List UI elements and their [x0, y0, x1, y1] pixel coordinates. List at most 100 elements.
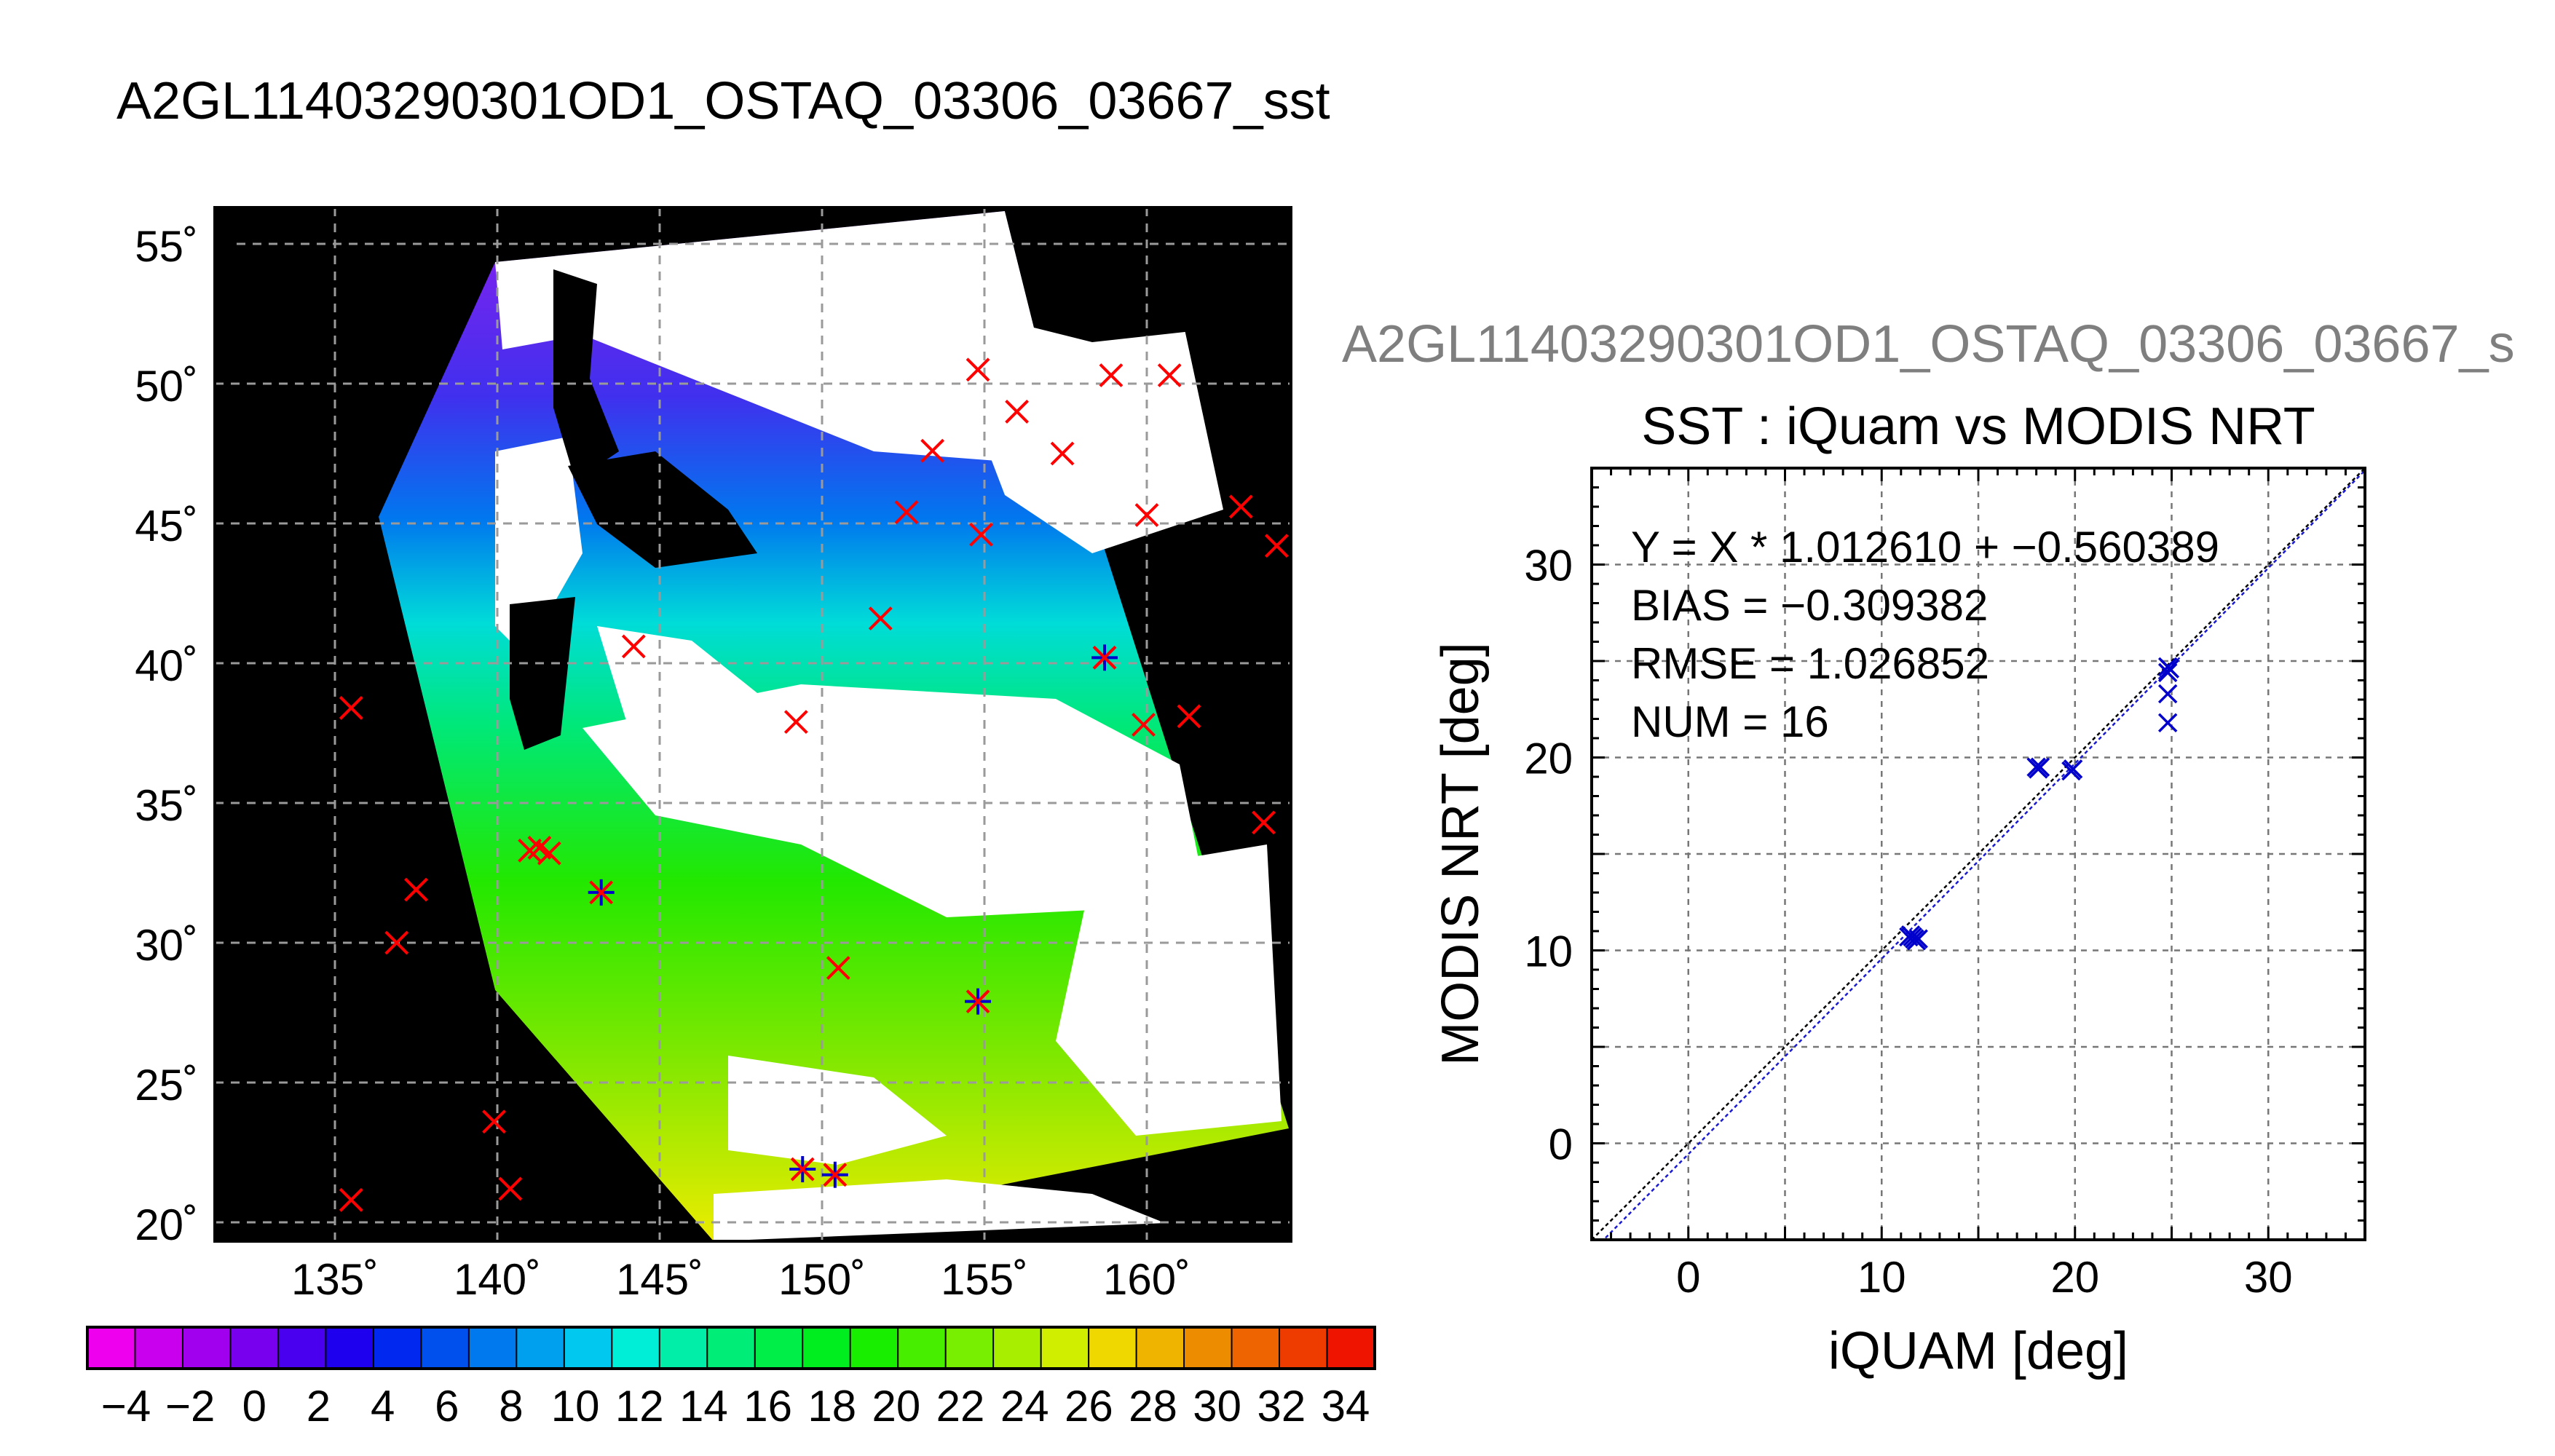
map-gridlines — [215, 207, 1291, 1241]
observation-marker — [965, 357, 990, 382]
lon-label: 140˚ — [454, 1255, 541, 1304]
colorbar-label: 8 — [499, 1382, 523, 1431]
colorbar-cell — [659, 1327, 708, 1369]
colorbar-label: −2 — [165, 1382, 215, 1431]
colorbar-label: 22 — [936, 1382, 985, 1431]
observation-marker — [1005, 399, 1030, 424]
colorbar-label: 2 — [307, 1382, 331, 1431]
colorbar-cell — [1327, 1327, 1375, 1369]
observation-marker — [621, 634, 646, 659]
colorbar-cell — [1279, 1327, 1328, 1369]
colorbar-label: 0 — [242, 1382, 266, 1431]
lon-label: 155˚ — [941, 1255, 1028, 1304]
colorbar-cell — [802, 1327, 851, 1369]
colorbar-cell — [754, 1327, 804, 1369]
lon-label: 150˚ — [778, 1255, 866, 1304]
colorbar-label: 24 — [1000, 1382, 1049, 1431]
stat-annotation: NUM = 16 — [1631, 697, 1829, 746]
observation-marker — [1264, 534, 1289, 558]
lon-label: 145˚ — [616, 1255, 703, 1304]
lat-label: 35˚ — [135, 781, 198, 830]
colorbar-label: 28 — [1129, 1382, 1177, 1431]
colorbar-label: −4 — [101, 1382, 151, 1431]
scatter-point — [2063, 759, 2083, 779]
colorbar-label: 32 — [1257, 1382, 1306, 1431]
colorbar-label: 20 — [872, 1382, 921, 1431]
lat-label: 25˚ — [135, 1061, 198, 1109]
map-markers — [339, 357, 1289, 1212]
observation-marker — [826, 956, 850, 980]
lat-label: 45˚ — [135, 502, 198, 550]
y-axis-label: MODIS NRT [deg] — [1431, 642, 1490, 1066]
sst-map: 55˚ 50˚ 45˚ 40˚ 35˚ 30˚ 25˚ 20˚ 135˚ 140˚ 145˚ 150… — [135, 206, 1292, 1304]
colorbar-labels: −4 −2 0 2 4 6 8 10 12 14 16 18 20 22 24 26 28 30 32 34 — [101, 1382, 1370, 1431]
scatter-point — [2157, 662, 2178, 683]
colorbar-cell — [993, 1327, 1042, 1369]
lon-label: 160˚ — [1103, 1255, 1190, 1304]
observation-marker — [498, 1176, 523, 1201]
colorbar-cell — [87, 1327, 136, 1369]
colorbar-cell — [898, 1327, 947, 1369]
x-axis-label: iQUAM [deg] — [1828, 1322, 2128, 1380]
colorbar-label: 16 — [743, 1382, 792, 1431]
x-tick-label: 30 — [2244, 1253, 2293, 1302]
colorbar-label: 30 — [1193, 1382, 1241, 1431]
x-tick-label: 20 — [2050, 1253, 2099, 1302]
colorbar-frame — [86, 1326, 1376, 1370]
scatter-title: SST : iQuam vs MODIS NRT — [1641, 397, 2315, 456]
longitude-labels: 135˚ 140˚ 145˚ 150˚ 155˚ 160˚ — [291, 1255, 1190, 1304]
colorbar-cell — [1136, 1327, 1185, 1369]
colorbar-label: 10 — [551, 1382, 600, 1431]
colorbar-cell — [707, 1327, 756, 1369]
colorbar-cells — [87, 1327, 1375, 1369]
stat-annotation: RMSE = 1.026852 — [1631, 639, 1989, 688]
x-tick-label: 10 — [1857, 1253, 1906, 1302]
lat-label: 40˚ — [135, 641, 198, 690]
scatter-annotations: Y = X * 1.012610 + −0.560389 BIAS = −0.30… — [1631, 523, 2219, 746]
scatter-minor-ticks — [1590, 467, 2366, 1241]
matchup-marker — [965, 988, 992, 1015]
colorbar-cell — [564, 1327, 613, 1369]
observation-marker — [482, 1109, 506, 1134]
observation-marker — [1157, 363, 1182, 387]
matchup-marker — [821, 1161, 848, 1188]
observation-marker — [920, 438, 945, 463]
colorbar-cell — [1231, 1327, 1281, 1369]
scatter-point — [1899, 927, 1919, 947]
lat-label: 50˚ — [135, 362, 198, 411]
y-tick-label: 30 — [1524, 542, 1573, 590]
colorbar-label: 14 — [679, 1382, 728, 1431]
colorbar-label: 18 — [807, 1382, 856, 1431]
lat-label: 55˚ — [135, 222, 198, 271]
colorbar-cell — [612, 1327, 660, 1369]
colorbar-cell — [135, 1327, 183, 1369]
observation-marker — [783, 710, 808, 735]
colorbar-cell — [516, 1327, 565, 1369]
lat-label: 20˚ — [135, 1200, 198, 1249]
observation-marker — [1177, 704, 1201, 729]
observation-marker — [1050, 441, 1075, 466]
observation-marker — [969, 522, 993, 547]
observation-marker — [1228, 494, 1253, 519]
observation-marker — [1134, 503, 1159, 527]
lon-label: 135˚ — [291, 1255, 379, 1304]
colorbar-label: 26 — [1065, 1382, 1113, 1431]
scatter-point — [2160, 659, 2180, 678]
colorbar-cell — [277, 1327, 327, 1369]
lat-label: 30˚ — [135, 921, 198, 970]
colorbar-cell — [182, 1327, 232, 1369]
colorbar-cell — [945, 1327, 995, 1369]
y-tick-label: 10 — [1524, 927, 1573, 976]
identity-line — [1592, 468, 2365, 1240]
colorbar-label: 12 — [615, 1382, 664, 1431]
observation-marker — [384, 930, 409, 955]
colorbar-cell — [230, 1327, 279, 1369]
observation-marker — [1099, 363, 1124, 387]
observation-marker — [868, 606, 893, 630]
scatter-file-label: A2GL11403290301OD1_OSTAQ_03306_03667_s — [1342, 315, 2515, 373]
observation-marker — [894, 500, 919, 525]
observation-marker — [339, 696, 363, 720]
map-frame — [213, 206, 1292, 1243]
matchup-marker — [789, 1156, 816, 1183]
sst-colorbar: −4 −2 0 2 4 6 8 10 12 14 16 18 20 22 24 26 28 30 32 34 — [86, 1326, 1376, 1431]
